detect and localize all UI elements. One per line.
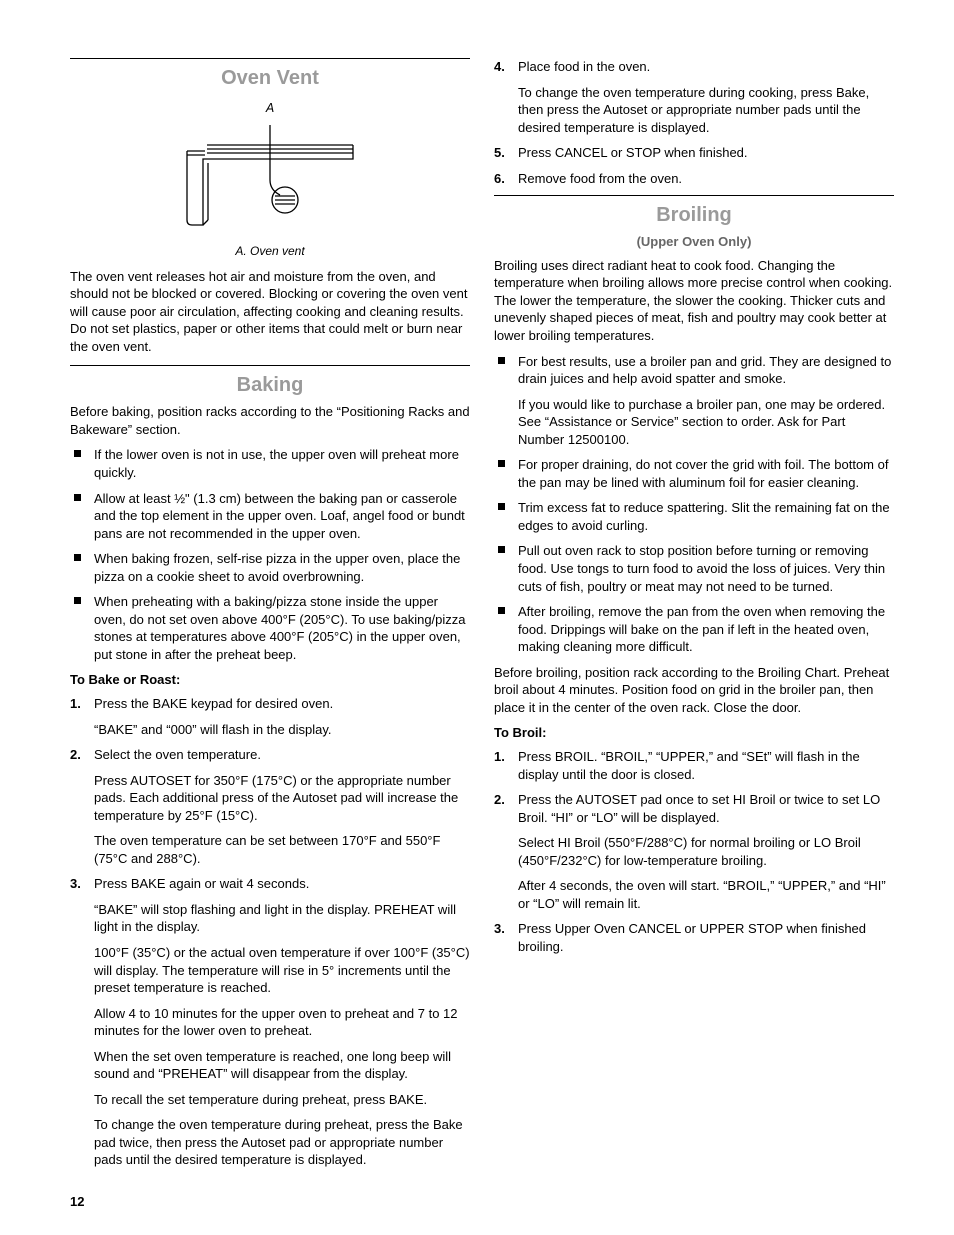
ovenvent-figure: A (70, 100, 470, 239)
step-sub: Select HI Broil (550°F/288°C) for normal… (518, 834, 894, 869)
bullet-item: Allow at least ½" (1.3 cm) between the b… (70, 490, 470, 543)
step-sub: Allow 4 to 10 minutes for the upper oven… (94, 1005, 470, 1040)
bullet-item: For best results, use a broiler pan and … (494, 353, 894, 449)
step-sub: After 4 seconds, the oven will start. “B… (518, 877, 894, 912)
ovenvent-illustration (175, 125, 365, 235)
bullet-text: Trim excess fat to reduce spattering. Sl… (518, 500, 890, 533)
bullet-sub: If you would like to purchase a broiler … (518, 396, 894, 449)
section-title-ovenvent: Oven Vent (70, 65, 470, 92)
bullet-text: When baking frozen, self-rise pizza in t… (94, 551, 460, 584)
bullet-item: When preheating with a baking/pizza ston… (70, 593, 470, 663)
bullet-item: When baking frozen, self-rise pizza in t… (70, 550, 470, 585)
bullet-item: Trim excess fat to reduce spattering. Sl… (494, 499, 894, 534)
step-item: Remove food from the oven. (494, 170, 894, 188)
ovenvent-text: The oven vent releases hot air and moist… (70, 268, 470, 356)
rule (494, 195, 894, 196)
baking-intro: Before baking, position racks according … (70, 403, 470, 438)
step-text: Place food in the oven. (518, 59, 650, 74)
page-number: 12 (70, 1193, 84, 1211)
bullet-item: Pull out oven rack to stop position befo… (494, 542, 894, 595)
step-text: Press BROIL. “BROIL,” “UPPER,” and “SEt”… (518, 749, 860, 782)
step-item: Press BAKE again or wait 4 seconds. “BAK… (70, 875, 470, 1169)
right-column: Place food in the oven. To change the ov… (494, 58, 894, 1177)
step-text: Select the oven temperature. (94, 747, 261, 762)
step-text: Remove food from the oven. (518, 171, 682, 186)
bullet-item: For proper draining, do not cover the gr… (494, 456, 894, 491)
section-title-broiling: Broiling (494, 202, 894, 229)
broiling-intro: Broiling uses direct radiant heat to coo… (494, 257, 894, 345)
step-sub: Press AUTOSET for 350°F (175°C) or the a… (94, 772, 470, 825)
bullet-text: For best results, use a broiler pan and … (518, 354, 891, 387)
step-text: Press the AUTOSET pad once to set HI Bro… (518, 792, 880, 825)
figure-caption: A. Oven vent (70, 243, 470, 259)
step-item: Select the oven temperature. Press AUTOS… (70, 746, 470, 867)
bake-roast-heading: To Bake or Roast: (70, 671, 470, 689)
step-text: Press CANCEL or STOP when finished. (518, 145, 748, 160)
step-sub: To recall the set temperature during pre… (94, 1091, 470, 1109)
rule (70, 365, 470, 366)
step-item: Place food in the oven. To change the ov… (494, 58, 894, 136)
bullet-text: After broiling, remove the pan from the … (518, 604, 885, 654)
bullet-text: For proper draining, do not cover the gr… (518, 457, 888, 490)
step-sub: The oven temperature can be set between … (94, 832, 470, 867)
left-column: Oven Vent A (70, 58, 470, 1177)
baking-bullets: If the lower oven is not in use, the upp… (70, 446, 470, 663)
bullet-text: If the lower oven is not in use, the upp… (94, 447, 459, 480)
bullet-item: After broiling, remove the pan from the … (494, 603, 894, 656)
broiling-subtitle: (Upper Oven Only) (494, 233, 894, 251)
section-title-baking: Baking (70, 372, 470, 399)
step-item: Press the AUTOSET pad once to set HI Bro… (494, 791, 894, 912)
bake-steps-cont: Place food in the oven. To change the ov… (494, 58, 894, 187)
bullet-item: If the lower oven is not in use, the upp… (70, 446, 470, 481)
step-text: Press the BAKE keypad for desired oven. (94, 696, 333, 711)
step-sub: “BAKE” and “000” will flash in the displ… (94, 721, 470, 739)
step-sub: When the set oven temperature is reached… (94, 1048, 470, 1083)
step-sub: To change the oven temperature during pr… (94, 1116, 470, 1169)
broil-heading: To Broil: (494, 724, 894, 742)
step-item: Press CANCEL or STOP when finished. (494, 144, 894, 162)
step-item: Press Upper Oven CANCEL or UPPER STOP wh… (494, 920, 894, 955)
step-sub: “BAKE” will stop flashing and light in t… (94, 901, 470, 936)
prebroil-text: Before broiling, position rack according… (494, 664, 894, 717)
step-sub: 100°F (35°C) or the actual oven temperat… (94, 944, 470, 997)
step-text: Press BAKE again or wait 4 seconds. (94, 876, 309, 891)
bullet-text: Pull out oven rack to stop position befo… (518, 543, 885, 593)
step-item: Press BROIL. “BROIL,” “UPPER,” and “SEt”… (494, 748, 894, 783)
step-text: Press Upper Oven CANCEL or UPPER STOP wh… (518, 921, 866, 954)
bullet-text: When preheating with a baking/pizza ston… (94, 594, 466, 662)
broil-steps: Press BROIL. “BROIL,” “UPPER,” and “SEt”… (494, 748, 894, 955)
figure-label-a: A (70, 100, 470, 117)
broiling-bullets: For best results, use a broiler pan and … (494, 353, 894, 656)
step-item: Press the BAKE keypad for desired oven. … (70, 695, 470, 738)
bullet-text: Allow at least ½" (1.3 cm) between the b… (94, 491, 465, 541)
step-sub: To change the oven temperature during co… (518, 84, 894, 137)
rule (70, 58, 470, 59)
bake-steps: Press the BAKE keypad for desired oven. … (70, 695, 470, 1169)
